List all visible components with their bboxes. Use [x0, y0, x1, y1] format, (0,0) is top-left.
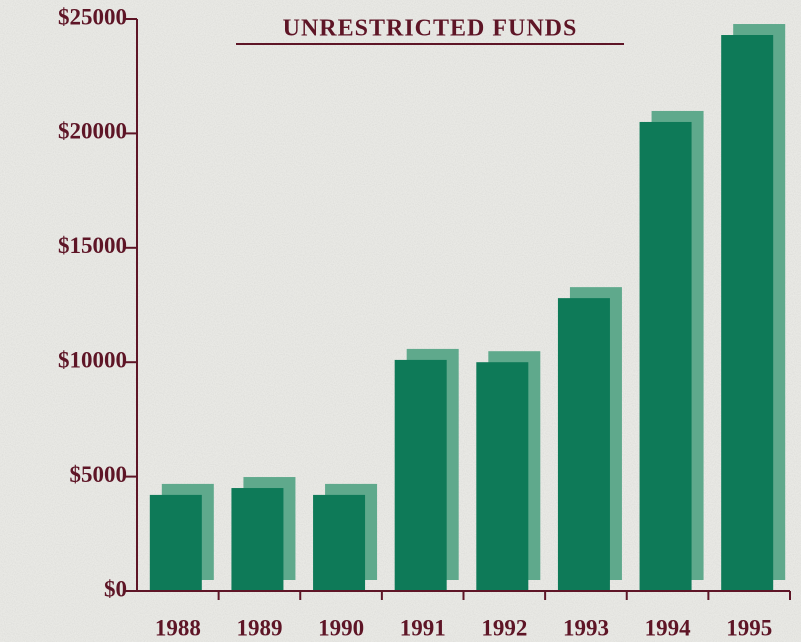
y-tick-label: $10000 [58, 347, 127, 372]
y-tick-label: $20000 [58, 119, 127, 144]
y-tick-label: $5000 [70, 462, 128, 487]
bar [639, 121, 692, 592]
x-tick-label: 1993 [563, 615, 609, 640]
x-tick-label: 1995 [726, 615, 772, 640]
chart-title: UNRESTRICTED FUNDS [283, 16, 578, 42]
x-tick-label: 1991 [400, 615, 446, 640]
bar [149, 494, 202, 591]
x-tick-label: 1992 [481, 615, 527, 640]
bar [231, 488, 284, 591]
bar [313, 494, 366, 591]
bar [394, 359, 447, 591]
x-tick-label: 1989 [236, 615, 282, 640]
y-tick-label: $25000 [58, 4, 127, 29]
bar [476, 362, 529, 591]
x-tick-label: 1990 [318, 615, 364, 640]
bar [557, 298, 610, 591]
x-tick-label: 1994 [645, 615, 692, 640]
y-tick-label: $0 [104, 576, 127, 601]
x-tick-label: 1988 [155, 615, 201, 640]
y-tick-label: $15000 [58, 233, 127, 258]
bar [721, 35, 774, 592]
